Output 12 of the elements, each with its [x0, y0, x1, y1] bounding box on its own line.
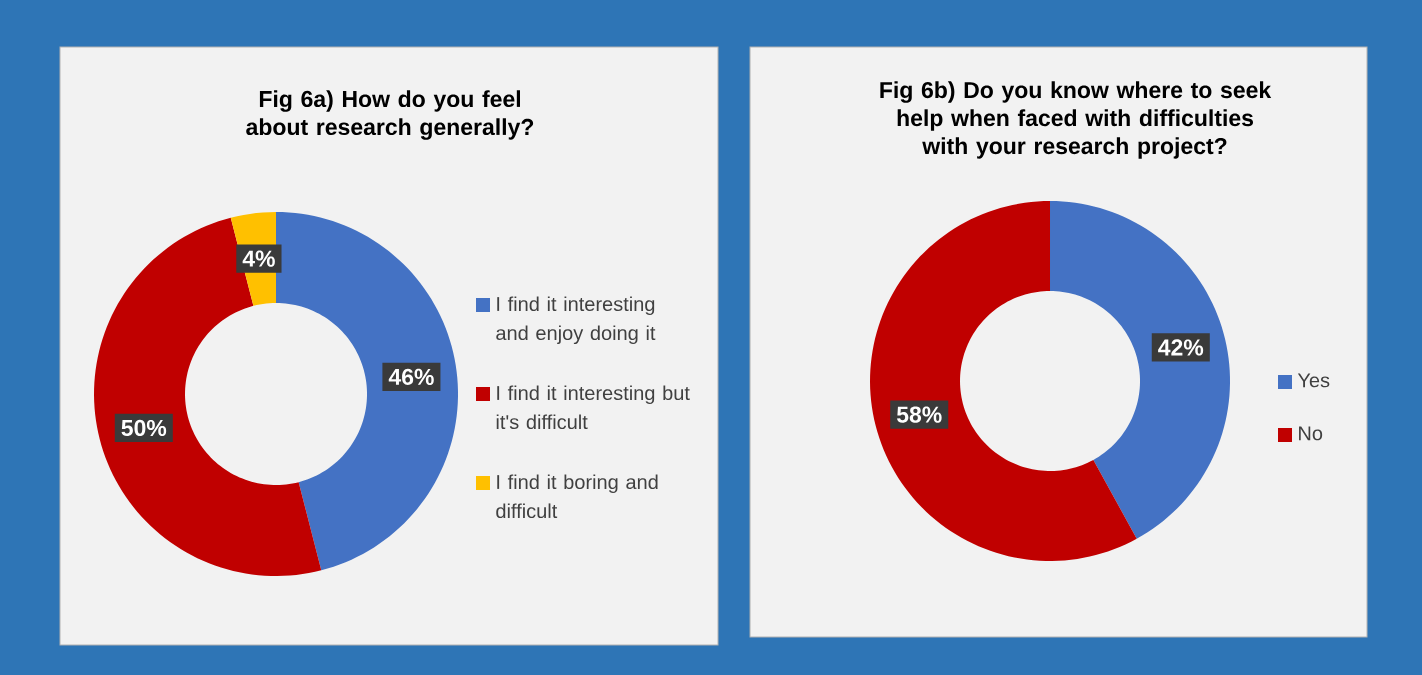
- legend-label: Yes: [1297, 373, 1330, 388]
- legend-label: I find it boring and difficult: [496, 474, 658, 519]
- legend-label: No: [1299, 426, 1323, 441]
- chart-title: Fig 6b) Do you know where to seek help when faced with difficulties with your research project?: [880, 81, 1272, 159]
- data-label: 42%: [1158, 339, 1204, 356]
- data-label: 50%: [121, 419, 167, 437]
- data-label: 58%: [896, 406, 942, 423]
- data-label: 46%: [388, 368, 434, 386]
- chart-title: Fig 6a) How do you feel about research generally?: [246, 90, 534, 140]
- data-label: 4%: [242, 250, 275, 267]
- legend-label: I find it interesting but it's difficult: [496, 385, 690, 430]
- legend-label: I find it interesting and enjoy doing it: [496, 296, 656, 345]
